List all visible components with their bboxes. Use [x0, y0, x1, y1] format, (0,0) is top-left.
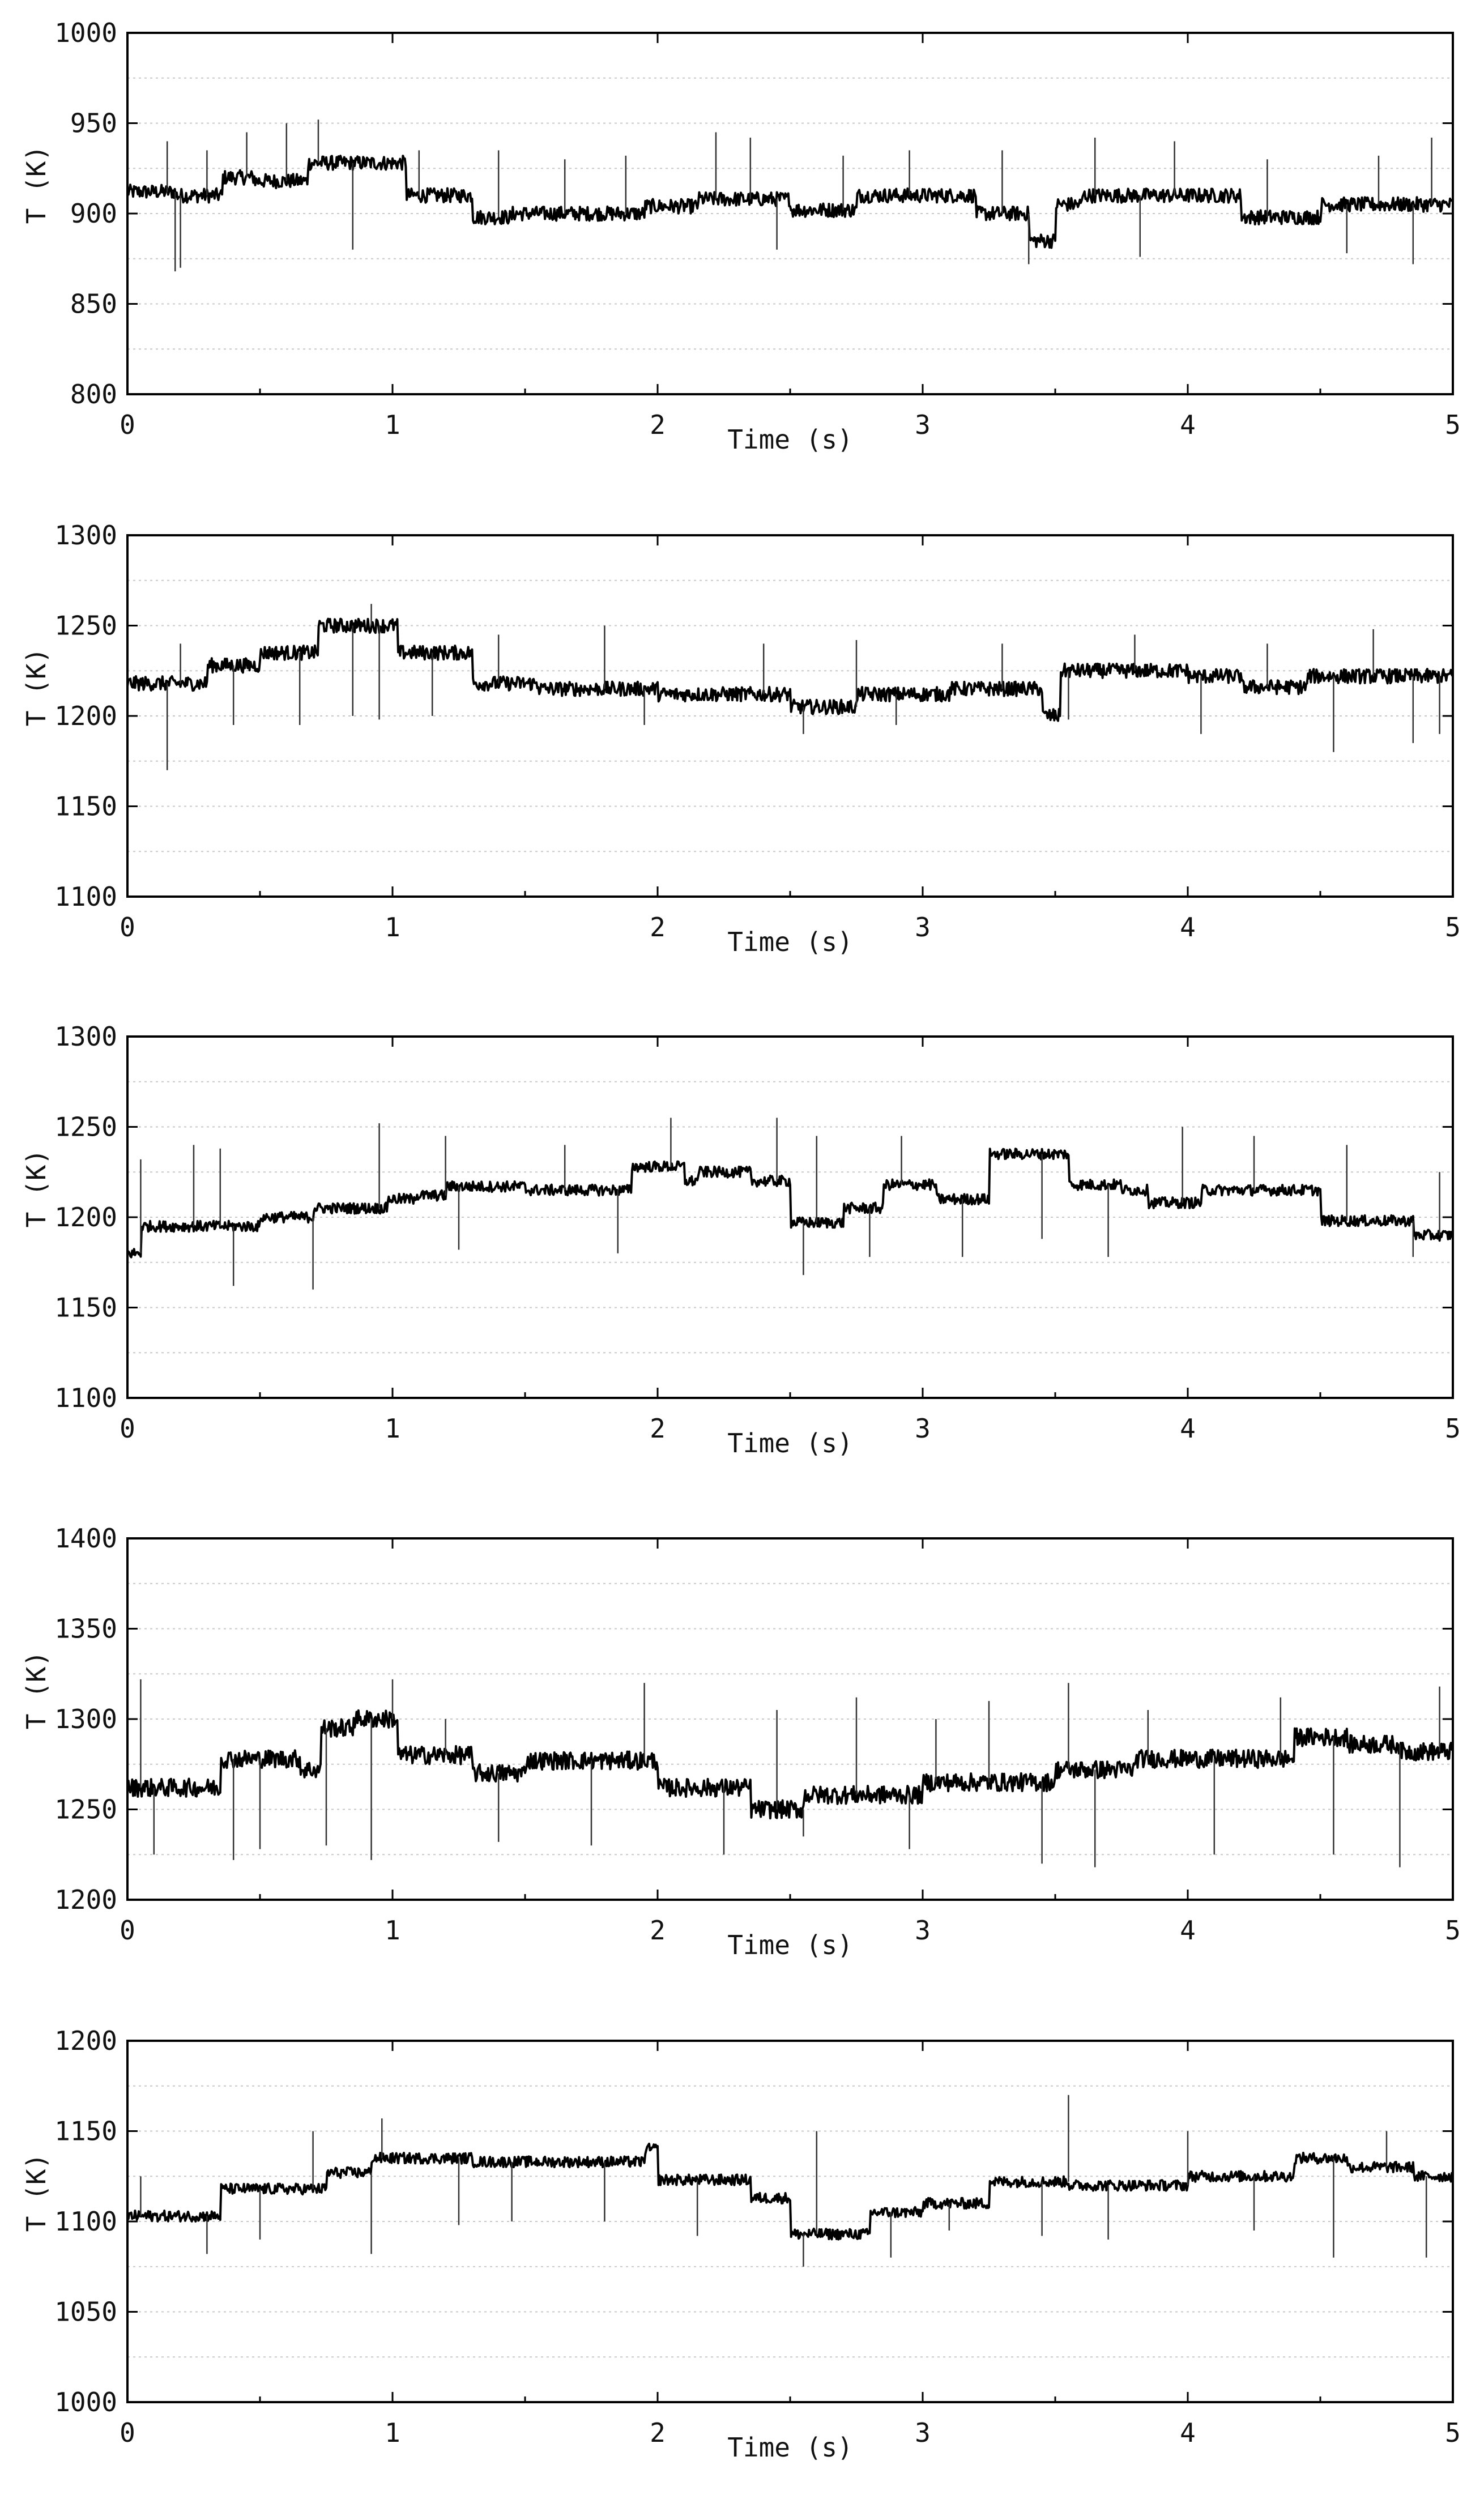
x-tick-label: 5 — [1445, 410, 1461, 440]
y-tick-label: 1400 — [54, 1523, 117, 1554]
x-tick-label: 4 — [1180, 1915, 1196, 1946]
series-line — [126, 1679, 1454, 1867]
x-tick-label: 3 — [915, 1915, 931, 1946]
x-tick-label: 3 — [915, 1413, 931, 1444]
y-tick-label: 1100 — [54, 1383, 117, 1413]
y-axis-title: T (K) — [21, 146, 52, 224]
y-tick-label: 1200 — [54, 701, 117, 731]
x-tick-label: 1 — [385, 1915, 400, 1946]
x-tick-label: 5 — [1445, 1413, 1461, 1444]
y-tick-label: 1350 — [54, 1614, 117, 1644]
x-tick-label: 2 — [650, 2417, 666, 2448]
y-tick-label: 1200 — [54, 2025, 117, 2056]
x-tick-label: 4 — [1180, 912, 1196, 943]
y-tick-label: 1150 — [54, 1293, 117, 1323]
series-line — [127, 1118, 1454, 1290]
chart-panel-4: 0 1 2 3 4 5 1200 1250 1300 1350 1400 Time (s) T (K) — [21, 1523, 1461, 1960]
x-tick-label: 0 — [120, 2417, 135, 2448]
series-trace — [126, 155, 1453, 249]
y-tick-label: 1100 — [54, 2206, 117, 2237]
y-tick-label: 1200 — [54, 1884, 117, 1915]
y-axis-title: T (K) — [21, 1149, 52, 1227]
y-axis-title: T (K) — [21, 648, 52, 726]
x-tick-label: 4 — [1180, 2417, 1196, 2448]
x-tick-label: 0 — [120, 1915, 135, 1946]
y-tick-label: 1300 — [54, 1021, 117, 1052]
x-tick-label: 1 — [385, 2417, 400, 2448]
y-axis-title: T (K) — [21, 1651, 52, 1729]
x-tick-label: 1 — [385, 912, 400, 943]
x-axis-title: Time (s) — [727, 1428, 853, 1459]
x-tick-label: 5 — [1445, 912, 1461, 943]
x-tick-label: 3 — [915, 410, 931, 440]
y-tick-label: 1300 — [54, 520, 117, 551]
series-trace — [126, 617, 1454, 722]
y-tick-label: 1250 — [54, 611, 117, 641]
y-tick-label: 1000 — [54, 2387, 117, 2417]
x-tick-label: 0 — [120, 1413, 135, 1444]
series-trace — [126, 1709, 1454, 1820]
x-axis-title: Time (s) — [727, 424, 853, 455]
y-tick-label: 1250 — [54, 1112, 117, 1142]
x-axis-title: Time (s) — [727, 2432, 853, 2463]
x-tick-label: 0 — [120, 410, 135, 440]
x-tick-label: 2 — [650, 1413, 666, 1444]
y-tick-label: 1200 — [54, 1202, 117, 1233]
series-line — [126, 604, 1454, 770]
y-tick-label: 1050 — [54, 2297, 117, 2327]
chart-panel-1: 0 1 2 3 4 5 800 850 900 950 1000 Time (s) T (K) — [21, 18, 1461, 455]
x-axis-title: Time (s) — [727, 927, 853, 957]
x-tick-label: 1 — [385, 410, 400, 440]
series-line — [126, 2095, 1454, 2267]
x-tick-label: 3 — [915, 2417, 931, 2448]
y-tick-label: 800 — [70, 379, 117, 410]
chart-panel-2: 0 1 2 3 4 5 1100 1150 1200 1250 1300 Time (s) T (K) — [21, 520, 1461, 957]
y-tick-label: 1150 — [54, 791, 117, 822]
x-tick-label: 4 — [1180, 1413, 1196, 1444]
chart-panel-5: 0 1 2 3 4 5 1000 1050 1100 1150 1200 Time (s) T (K) — [21, 2025, 1461, 2463]
y-tick-label: 1250 — [54, 1794, 117, 1825]
y-tick-label: 1100 — [54, 881, 117, 912]
x-axis-title: Time (s) — [727, 1930, 853, 1960]
x-tick-label: 2 — [650, 410, 666, 440]
y-tick-label: 900 — [70, 198, 117, 229]
y-axis-title: T (K) — [21, 2153, 52, 2232]
x-tick-label: 0 — [120, 912, 135, 943]
y-tick-label: 950 — [70, 108, 117, 139]
x-tick-label: 2 — [650, 912, 666, 943]
y-tick-label: 1000 — [54, 18, 117, 48]
series-trace — [126, 2142, 1454, 2241]
x-tick-label: 2 — [650, 1915, 666, 1946]
y-tick-label: 850 — [70, 289, 117, 319]
x-tick-label: 4 — [1180, 410, 1196, 440]
x-tick-label: 1 — [385, 1413, 400, 1444]
chart-panel-3: 0 1 2 3 4 5 1100 1150 1200 1250 1300 Time (s) T (K) — [21, 1021, 1461, 1459]
x-tick-label: 5 — [1445, 2417, 1461, 2448]
series-line — [126, 120, 1453, 272]
y-tick-label: 1300 — [54, 1704, 117, 1734]
x-tick-label: 5 — [1445, 1915, 1461, 1946]
x-tick-label: 3 — [915, 912, 931, 943]
series-trace — [127, 1148, 1454, 1259]
y-tick-label: 1150 — [54, 2116, 117, 2147]
